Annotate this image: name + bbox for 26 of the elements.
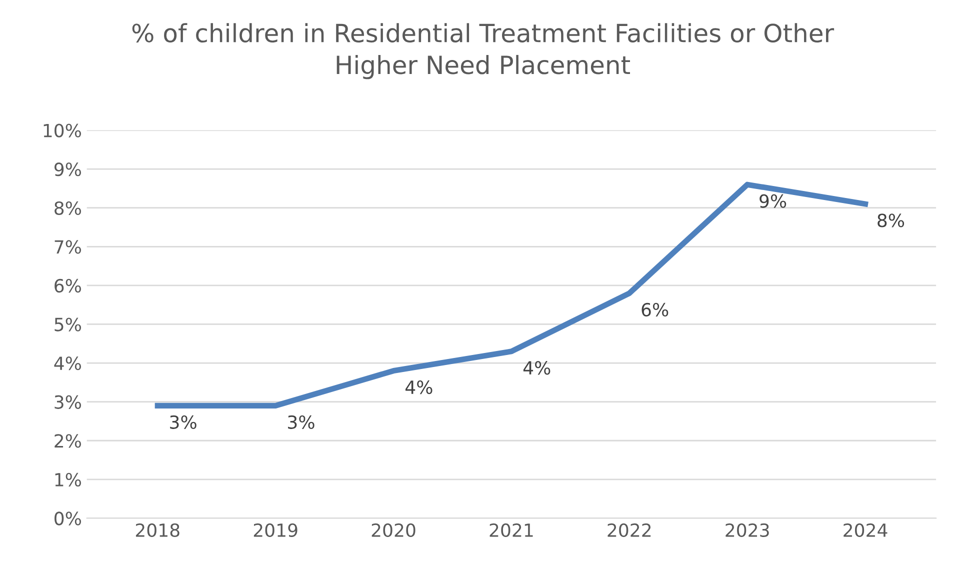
data-label: 3% xyxy=(288,415,314,429)
y-tick-label: 0% xyxy=(54,512,81,526)
x-tick-label: 2022 xyxy=(608,523,651,538)
data-label: 4% xyxy=(406,380,432,394)
data-label: 9% xyxy=(760,194,786,208)
x-tick-label: 2023 xyxy=(726,523,769,538)
y-tick-label: 5% xyxy=(54,318,81,332)
data-label: 3% xyxy=(170,415,196,429)
data-label: 4% xyxy=(523,361,550,375)
y-tick-label: 6% xyxy=(54,278,81,293)
y-tick-label: 3% xyxy=(54,395,81,409)
chart-title: % of children in Residential Treatment Facilities or Other Higher Need Placement xyxy=(132,23,834,80)
y-tick-label: 9% xyxy=(54,162,81,176)
y-tick-label: 2% xyxy=(54,434,81,448)
data-label: 8% xyxy=(878,214,904,228)
y-tick-label: 1% xyxy=(55,472,81,487)
y-tick-label: 4% xyxy=(54,356,81,370)
y-tick-label: 7% xyxy=(54,240,81,254)
x-tick-label: 2020 xyxy=(372,523,416,538)
x-tick-label: 2019 xyxy=(254,523,298,538)
x-tick-label: 2021 xyxy=(490,523,533,538)
y-tick-label: 8% xyxy=(54,201,81,215)
data-label: 6% xyxy=(642,302,668,316)
y-tick-label: 10% xyxy=(44,124,81,138)
x-tick-label: 2024 xyxy=(844,523,888,538)
x-tick-label: 2018 xyxy=(136,523,180,538)
